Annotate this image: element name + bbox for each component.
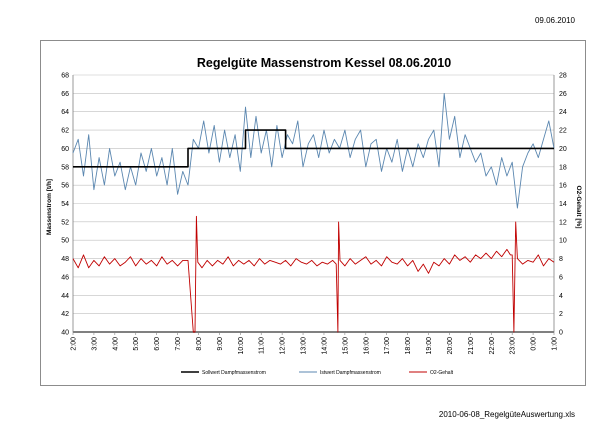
y2-tick-label: 18 <box>559 164 567 171</box>
series <box>72 92 555 333</box>
legend-label: Istwert Dampfmassenstrom <box>320 370 381 376</box>
legend-label: Sollwert Dampfmassenstrom <box>202 370 266 376</box>
legend-label: O2-Gehalt <box>430 370 454 376</box>
x-tick-label: 5:00 <box>133 337 140 351</box>
y-tick-label: 46 <box>61 274 69 281</box>
x-tick-label: 12:00 <box>280 337 287 355</box>
series-line-sollwert-dampfmassenstrom <box>73 129 554 168</box>
series-line-istwert-dampfmassenstrom <box>72 92 555 209</box>
legend: Sollwert Dampfmassenstrom Istwert Dampfma… <box>181 370 454 376</box>
x-tick-label: 14:00 <box>321 337 328 355</box>
x-tick-label: 1:00 <box>552 337 559 351</box>
file-name: 2010-06-08_RegelgüteAuswertung.xls <box>438 410 575 419</box>
chart-svg: Regelgüte Massenstrom Kessel 08.06.2010 … <box>46 56 582 376</box>
y2-axis-title: O2-Gehalt [%] <box>575 186 582 229</box>
x-tick-label: 18:00 <box>405 337 412 355</box>
y2-tick-label: 4 <box>559 293 563 300</box>
y-tick-label: 40 <box>61 330 69 337</box>
y2-tick-label: 22 <box>559 128 567 135</box>
x-tick-label: 11:00 <box>259 337 266 354</box>
x-tick-label: 19:00 <box>426 337 433 355</box>
y-axis-title: Massenstrom [t/h] <box>46 179 53 235</box>
x-tick-label: 21:00 <box>468 337 475 355</box>
y2-tick-label: 16 <box>559 183 567 190</box>
y2-tick-label: 10 <box>559 238 567 245</box>
chart-title: Regelgüte Massenstrom Kessel 08.06.2010 <box>197 56 451 70</box>
x-tick-label: 4:00 <box>112 337 119 351</box>
page-date: 09.06.2010 <box>534 16 575 25</box>
x-tick-label: 13:00 <box>301 337 308 355</box>
x-tick-label: 6:00 <box>154 337 161 351</box>
x-tick-label: 3:00 <box>91 337 98 351</box>
y-tick-label: 62 <box>61 128 69 135</box>
y2-tick-label: 8 <box>559 256 563 263</box>
chart-frame: Regelgüte Massenstrom Kessel 08.06.2010 … <box>40 40 586 386</box>
x-tick-label: 23:00 <box>510 337 517 355</box>
x-tick-label: 10:00 <box>238 337 245 355</box>
y2-tick-label: 26 <box>559 91 567 98</box>
x-tick-label: 16:00 <box>363 337 370 355</box>
x-tick-label: 2:00 <box>71 337 78 351</box>
y-tick-label: 58 <box>61 164 69 171</box>
y-tick-label: 42 <box>61 311 69 318</box>
x-tick-label: 17:00 <box>384 337 391 355</box>
x-tick-label: 8:00 <box>196 337 203 351</box>
y-tick-label: 50 <box>61 238 69 245</box>
y2-tick-label: 14 <box>559 201 567 208</box>
y2-tick-label: 6 <box>559 274 563 281</box>
y2-tick-label: 20 <box>559 146 567 153</box>
y-tick-label: 52 <box>61 219 69 226</box>
y2-tick-label: 24 <box>559 109 567 116</box>
x-tick-label: 15:00 <box>342 337 349 355</box>
y-tick-label: 44 <box>61 293 69 300</box>
y-tick-label: 48 <box>61 256 69 263</box>
y-tick-label: 56 <box>61 183 69 190</box>
y-tick-label: 64 <box>61 109 69 116</box>
y2-tick-label: 2 <box>559 311 563 318</box>
x-tick-label: 0:00 <box>531 337 538 351</box>
x-tick-label: 20:00 <box>447 337 454 355</box>
grid <box>72 74 555 333</box>
y2-tick-label: 12 <box>559 219 567 226</box>
y2-tick-label: 28 <box>559 73 567 80</box>
y-axis-left: 40 42 44 46 48 50 52 54 56 58 60 62 64 66 68 <box>61 73 69 337</box>
y-tick-label: 66 <box>61 91 69 98</box>
x-tick-label: 9:00 <box>217 337 224 351</box>
x-tick-label: 22:00 <box>489 337 496 355</box>
x-axis: 2:00 3:00 4:00 5:00 6:00 7:00 8:00 9:00 10:00 11:… <box>71 332 559 355</box>
y-tick-label: 68 <box>61 73 69 80</box>
y2-tick-label: 0 <box>559 330 563 337</box>
y-tick-label: 54 <box>61 201 69 208</box>
y-tick-label: 60 <box>61 146 69 153</box>
x-tick-label: 7:00 <box>175 337 182 351</box>
series-line-o2-gehalt <box>72 215 555 333</box>
